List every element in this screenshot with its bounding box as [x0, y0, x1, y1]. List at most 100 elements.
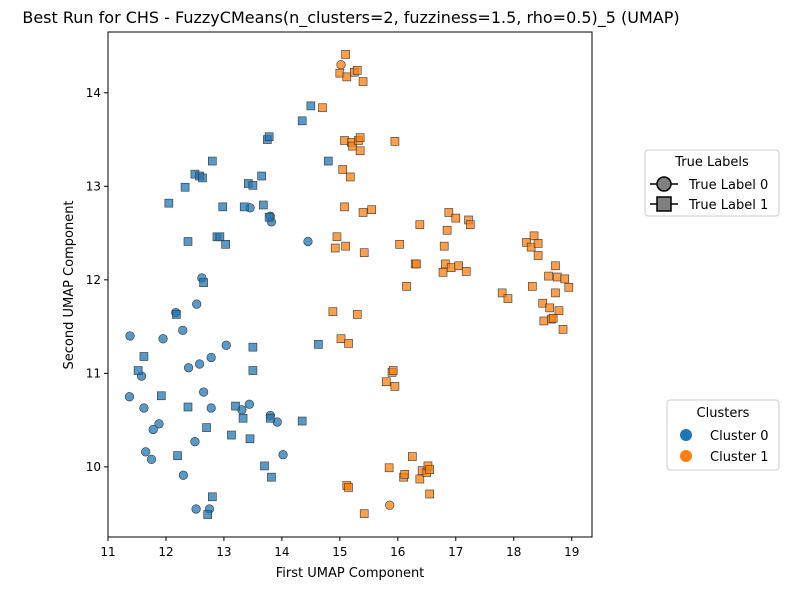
data-point-square	[558, 325, 568, 334]
data-point-square	[564, 283, 574, 292]
data-point-square	[554, 306, 564, 315]
legend-clusters: Clusters Cluster 0 Cluster 1	[666, 399, 780, 471]
data-point-square	[330, 243, 340, 253]
data-point-circle	[139, 403, 149, 413]
data-point-square	[340, 202, 349, 212]
y-axis-ticks: 10 11 12 13 14	[86, 86, 108, 474]
data-point-square	[264, 132, 274, 142]
data-point-square	[388, 366, 398, 375]
x-tick-label: 14	[274, 545, 289, 559]
data-point-square	[215, 232, 225, 242]
data-point-square	[454, 261, 463, 271]
data-point-square	[180, 182, 190, 192]
data-point-square	[358, 208, 368, 217]
data-point-square	[348, 141, 357, 151]
data-point-square	[395, 239, 404, 249]
data-point-square	[400, 470, 410, 479]
data-point-circle	[146, 454, 157, 464]
data-point-square	[164, 198, 174, 208]
data-point-square	[522, 238, 531, 247]
y-tick-label: 13	[86, 179, 101, 193]
data-point-square	[227, 430, 236, 440]
data-point-square	[341, 50, 350, 59]
data-point-circle	[199, 387, 209, 397]
data-point-circle	[124, 392, 135, 402]
y-tick-label: 11	[86, 366, 101, 380]
data-point-square	[202, 423, 211, 432]
data-point-square	[359, 248, 369, 258]
data-point-square	[442, 225, 452, 235]
data-point-square	[446, 263, 456, 272]
data-point-square	[297, 116, 307, 126]
data-point-square	[533, 251, 543, 260]
data-point-square	[139, 352, 149, 361]
data-point-square	[529, 231, 539, 241]
data-point-square	[218, 202, 228, 212]
x-tick-label: 17	[448, 545, 463, 559]
data-point-square	[544, 271, 553, 281]
data-point-square	[267, 472, 276, 482]
x-tick-label: 13	[216, 545, 231, 559]
data-point-square	[533, 239, 543, 248]
data-point-circle	[206, 352, 216, 363]
y-axis-label: Second UMAP Component	[62, 200, 77, 369]
data-point-square	[390, 137, 400, 146]
data-point-circle	[194, 359, 205, 369]
data-point-circle	[178, 470, 188, 480]
data-point-square	[314, 340, 323, 349]
data-point-square	[451, 213, 461, 223]
data-point-square	[157, 391, 166, 401]
data-point-square	[332, 232, 342, 242]
plot-frame	[107, 31, 593, 538]
data-point-circle	[154, 419, 164, 429]
legend-cluster-0-marker	[680, 429, 692, 441]
data-point-circle	[206, 403, 216, 413]
data-point-square	[173, 451, 182, 460]
data-point-circle	[183, 363, 194, 373]
data-point-square	[323, 156, 333, 166]
data-point-square	[381, 377, 391, 387]
data-point-square	[384, 463, 394, 473]
y-tick-label: 14	[86, 86, 101, 100]
data-point-square	[231, 401, 240, 411]
data-point-square	[199, 278, 208, 287]
data-point-square	[306, 101, 316, 111]
data-point-square	[412, 259, 421, 269]
data-point-square	[560, 274, 570, 284]
data-point-square	[342, 72, 352, 82]
data-point-square	[260, 461, 269, 471]
chart-title: Best Run for CHS - FuzzyCMeans(n_cluster…	[22, 8, 679, 28]
data-point-square	[425, 465, 435, 474]
legend-circle-marker	[656, 176, 672, 192]
x-tick-label: 11	[100, 545, 115, 559]
data-point-square	[352, 310, 362, 319]
data-point-square	[552, 272, 562, 282]
data-point-square	[461, 267, 471, 276]
data-point-square	[318, 103, 327, 113]
data-point-square	[355, 133, 365, 142]
legend-true-labels-box	[644, 149, 780, 217]
legend-entry-cluster-1: Cluster 1	[710, 450, 769, 465]
data-point-circle	[244, 399, 255, 409]
data-point-square	[344, 483, 353, 492]
y-tick-label: 10	[86, 460, 101, 474]
x-axis-ticks: 11 12 13 14 15 16 17 18 19	[100, 537, 579, 559]
data-point-square	[538, 298, 548, 308]
x-tick-label: 12	[158, 545, 173, 559]
data-point-square	[367, 205, 377, 214]
points-layer	[124, 50, 574, 519]
data-point-square	[245, 434, 255, 444]
data-point-circle	[278, 450, 288, 460]
data-point-square	[341, 241, 350, 251]
x-tick-label: 16	[390, 545, 405, 559]
data-point-square	[439, 241, 449, 251]
x-tick-label: 18	[506, 545, 521, 559]
data-point-square	[345, 172, 355, 182]
data-point-square	[203, 510, 212, 519]
data-point-square	[545, 303, 554, 313]
data-point-square	[415, 474, 425, 484]
data-point-square	[208, 156, 217, 166]
data-point-square	[390, 382, 400, 391]
